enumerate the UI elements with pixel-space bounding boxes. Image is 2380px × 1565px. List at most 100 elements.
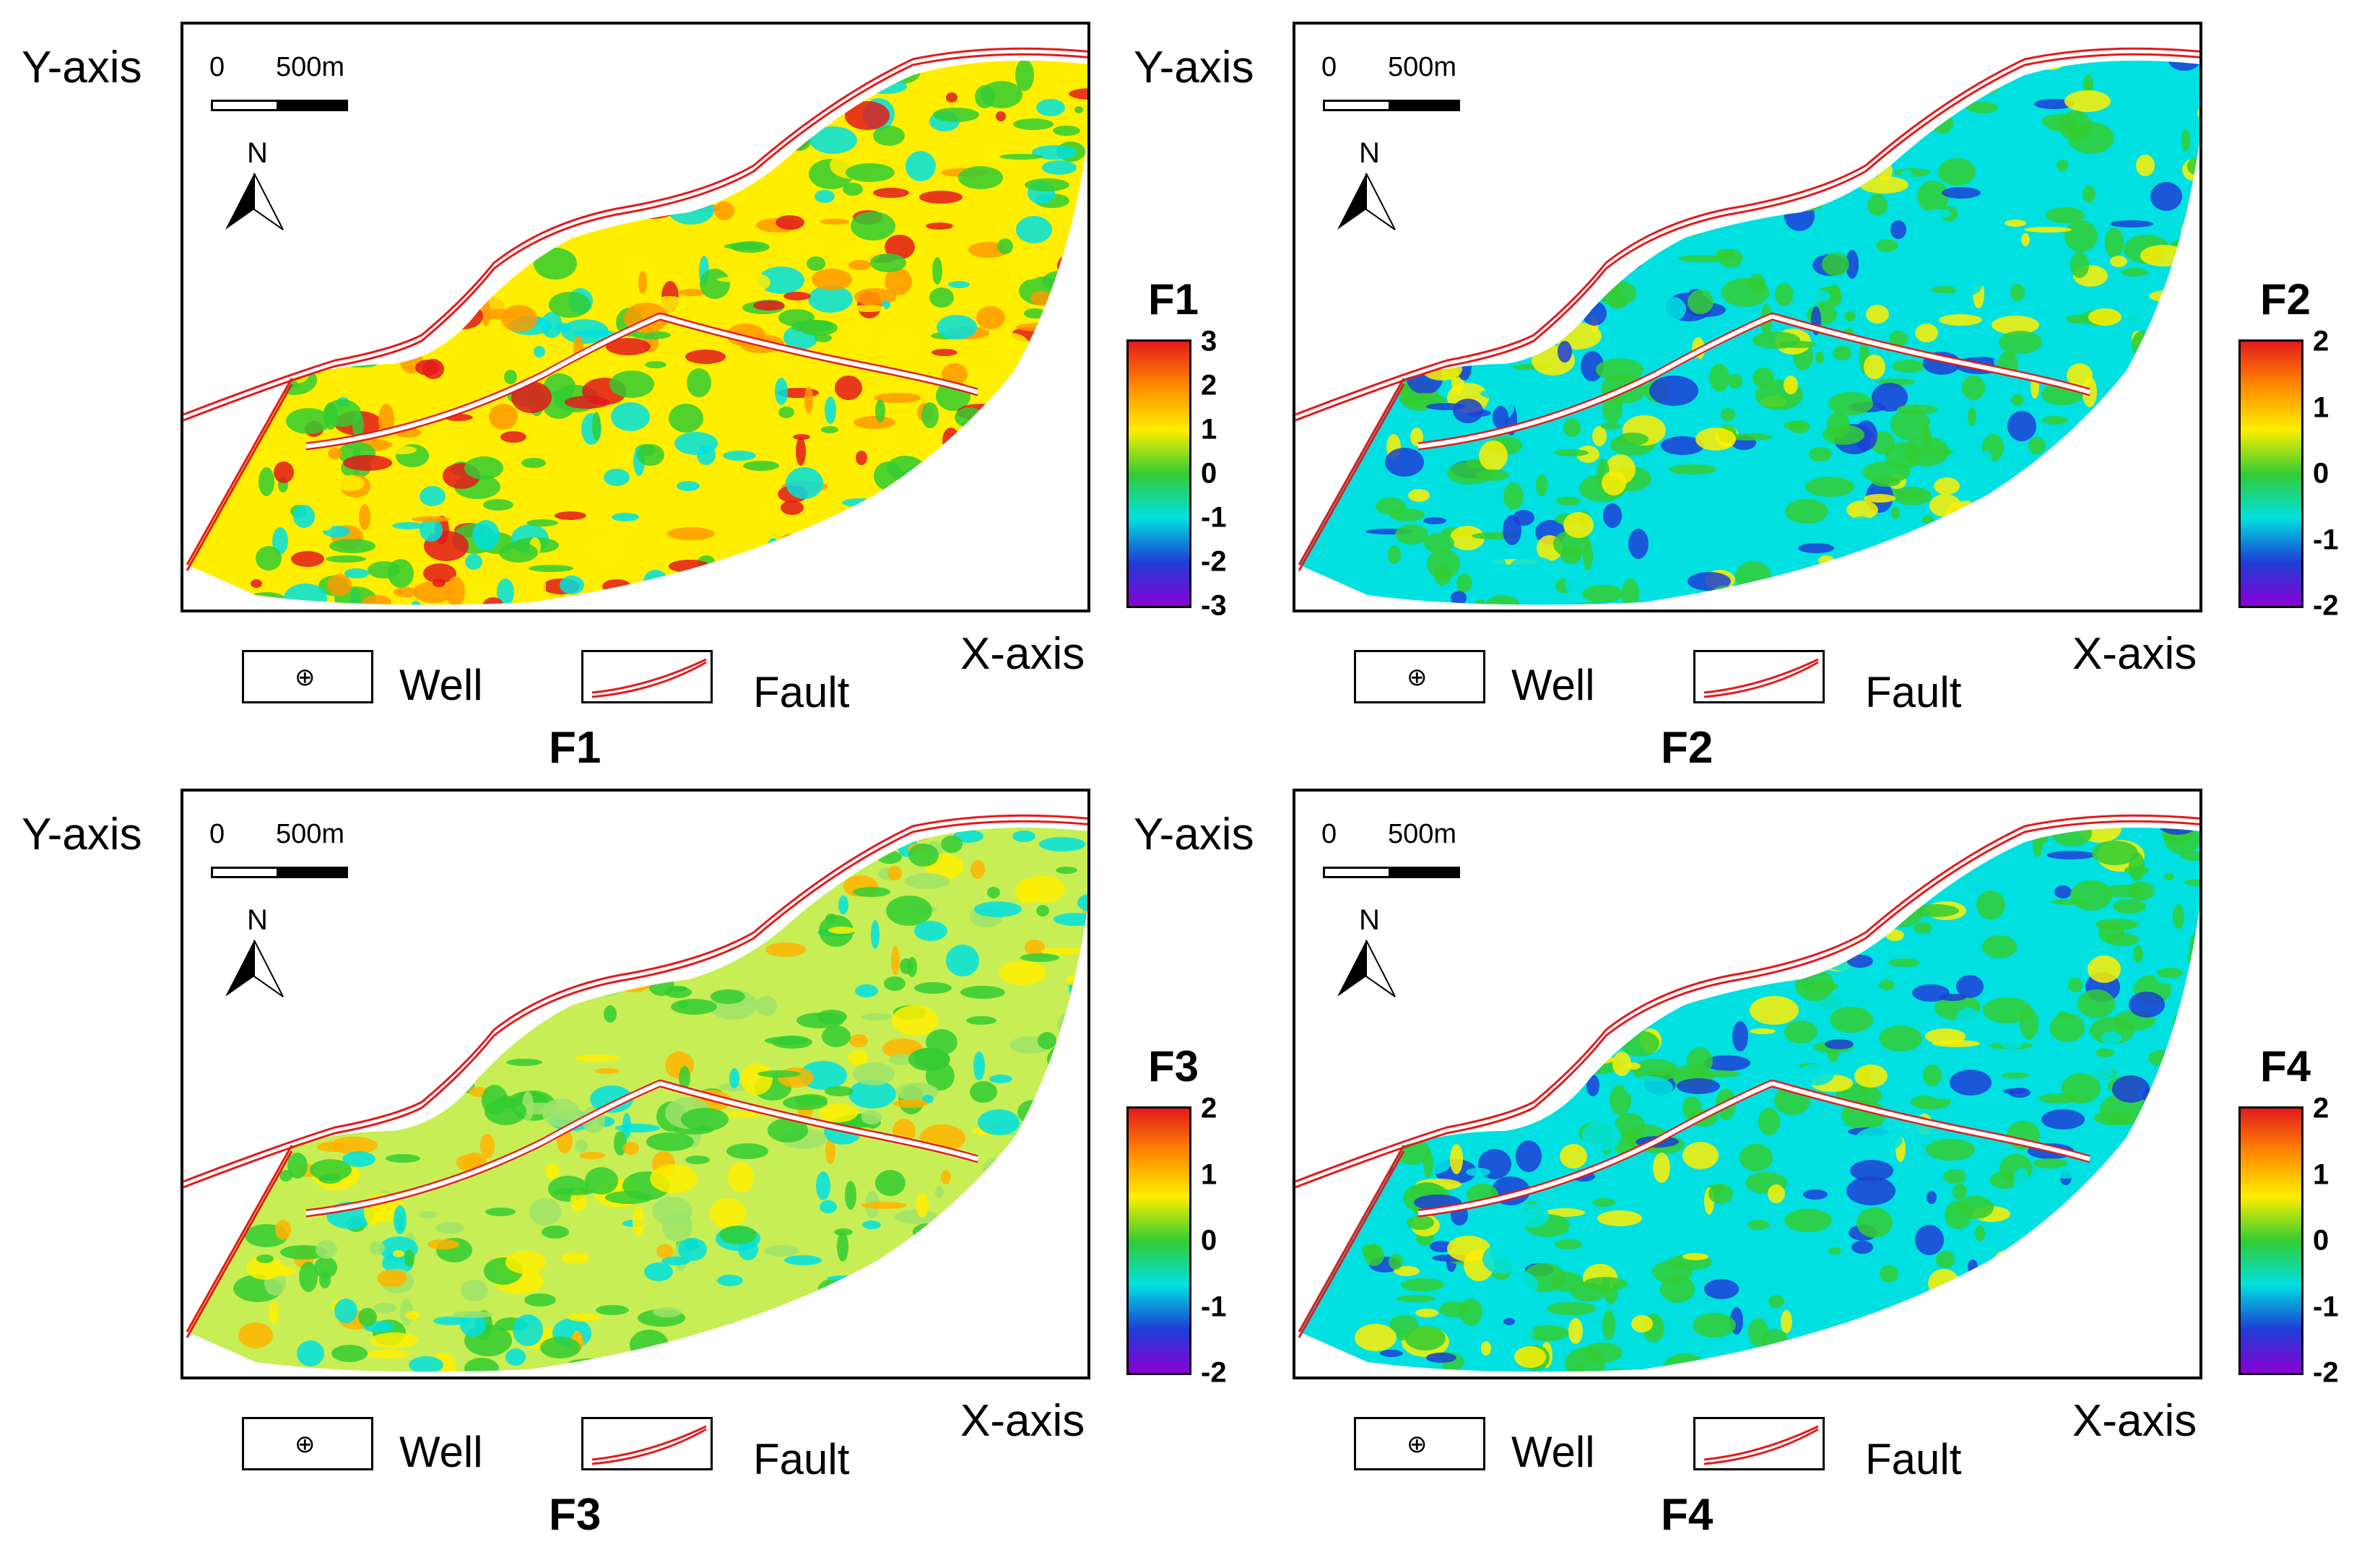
attribute-patch xyxy=(1704,850,1749,879)
attribute-patch xyxy=(2051,528,2059,548)
scale-bar-white xyxy=(211,867,279,878)
attribute-patch xyxy=(589,536,625,565)
attribute-patch xyxy=(2020,1007,2038,1039)
attribute-patch xyxy=(1897,404,1937,415)
attribute-patch xyxy=(339,1073,365,1089)
attribute-patch xyxy=(1920,369,1962,398)
attribute-patch xyxy=(2176,318,2198,334)
attribute-patch xyxy=(685,350,726,364)
attribute-patch xyxy=(1592,1198,1615,1207)
attribute-patch xyxy=(1043,462,1078,484)
attribute-patch xyxy=(1595,865,1612,888)
attribute-patch xyxy=(919,191,963,204)
attribute-patch xyxy=(737,273,770,292)
attribute-patch xyxy=(1931,286,1960,293)
attribute-patch xyxy=(1061,476,1080,500)
attribute-patch xyxy=(2167,1208,2181,1235)
attribute-patch xyxy=(1503,482,1524,510)
attribute-patch xyxy=(420,264,433,282)
attribute-patch xyxy=(2173,1014,2184,1033)
attribute-patch xyxy=(574,161,590,184)
attribute-patch xyxy=(1481,1341,1491,1356)
attribute-patch xyxy=(645,361,666,368)
attribute-patch xyxy=(2130,360,2163,378)
attribute-patch xyxy=(678,289,707,296)
attribute-patch xyxy=(1539,1036,1573,1055)
attribute-patch xyxy=(274,461,294,483)
attribute-patch xyxy=(1983,496,2009,513)
attribute-patch xyxy=(1001,459,1031,485)
attribute-patch xyxy=(534,859,579,867)
attribute-patch xyxy=(903,486,916,503)
attribute-patch xyxy=(574,174,610,197)
attribute-patch xyxy=(711,989,745,1004)
attribute-patch xyxy=(983,1222,1002,1249)
attribute-patch xyxy=(979,547,989,570)
attribute-patch xyxy=(1758,1108,1780,1135)
colorbar-tick: -2 xyxy=(1201,545,1227,578)
attribute-patch xyxy=(1740,255,1786,271)
attribute-patch xyxy=(377,239,425,246)
attribute-patch xyxy=(1752,602,1797,605)
attribute-patch xyxy=(529,1198,561,1226)
attribute-patch xyxy=(1738,1267,1784,1279)
attribute-patch xyxy=(321,260,334,280)
attribute-patch xyxy=(820,1200,837,1213)
attribute-patch xyxy=(757,1070,801,1078)
attribute-patch xyxy=(1428,988,1456,1008)
attribute-patch xyxy=(381,97,412,116)
attribute-patch xyxy=(1038,1315,1072,1325)
attribute-patch xyxy=(540,1337,581,1358)
attribute-patch xyxy=(592,412,601,441)
attribute-patch xyxy=(1036,99,1065,116)
attribute-patch xyxy=(1397,1295,1436,1302)
attribute-patch xyxy=(1830,1007,1873,1033)
attribute-patch xyxy=(2070,1280,2084,1301)
attribute-patch xyxy=(650,1164,698,1193)
attribute-patch xyxy=(1779,71,1821,85)
attribute-patch xyxy=(435,1222,464,1234)
attribute-patch xyxy=(1975,1226,1985,1241)
attribute-patch xyxy=(941,836,963,853)
attribute-patch xyxy=(1956,1343,1969,1366)
attribute-patch xyxy=(1045,508,1087,529)
attribute-patch xyxy=(1988,524,2023,536)
attribute-patch xyxy=(2174,1327,2199,1338)
fault-line xyxy=(183,53,1087,422)
attribute-patch xyxy=(921,1361,963,1372)
attribute-patch xyxy=(804,1362,835,1372)
attribute-patch xyxy=(1426,403,1465,410)
attribute-patch xyxy=(552,69,566,78)
attribute-patch xyxy=(1554,449,1589,456)
attribute-patch xyxy=(1394,1266,1420,1276)
attribute-patch xyxy=(346,185,394,205)
attribute-patch xyxy=(615,1124,660,1132)
attribute-patch xyxy=(1563,418,1581,437)
attribute-patch xyxy=(446,82,459,89)
attribute-patch xyxy=(607,71,633,96)
attribute-patch xyxy=(394,1205,407,1234)
map-panel-f3: Y-axis X-axis 0 500m N ⊕ Well Fault F3 F… xyxy=(0,767,1227,1549)
attribute-patch xyxy=(1594,170,1621,183)
attribute-patch xyxy=(356,974,391,998)
map-panel-f4: Y-axis X-axis 0 500m N ⊕ Well Fault F4 F… xyxy=(1112,767,2339,1549)
attribute-patch xyxy=(1688,290,1714,314)
attribute-patch xyxy=(362,1054,376,1075)
attribute-patch xyxy=(746,558,766,571)
attribute-patch xyxy=(1828,1247,1841,1254)
attribute-patch xyxy=(251,579,262,588)
attribute-patch xyxy=(677,481,700,491)
attribute-patch xyxy=(2103,446,2148,466)
attribute-patch xyxy=(2017,1291,2047,1306)
attribute-patch xyxy=(1698,919,1714,948)
attribute-patch xyxy=(315,228,332,241)
attribute-patch xyxy=(1426,880,1435,911)
attribute-patch xyxy=(1908,61,1916,82)
attribute-patch xyxy=(987,887,1000,898)
attribute-patch xyxy=(2113,129,2136,153)
attribute-patch xyxy=(873,126,905,146)
attribute-patch xyxy=(264,274,277,295)
colorbar-tick: -1 xyxy=(2313,1291,2339,1322)
attribute-patch xyxy=(1995,524,2027,539)
attribute-patch xyxy=(568,1313,601,1322)
